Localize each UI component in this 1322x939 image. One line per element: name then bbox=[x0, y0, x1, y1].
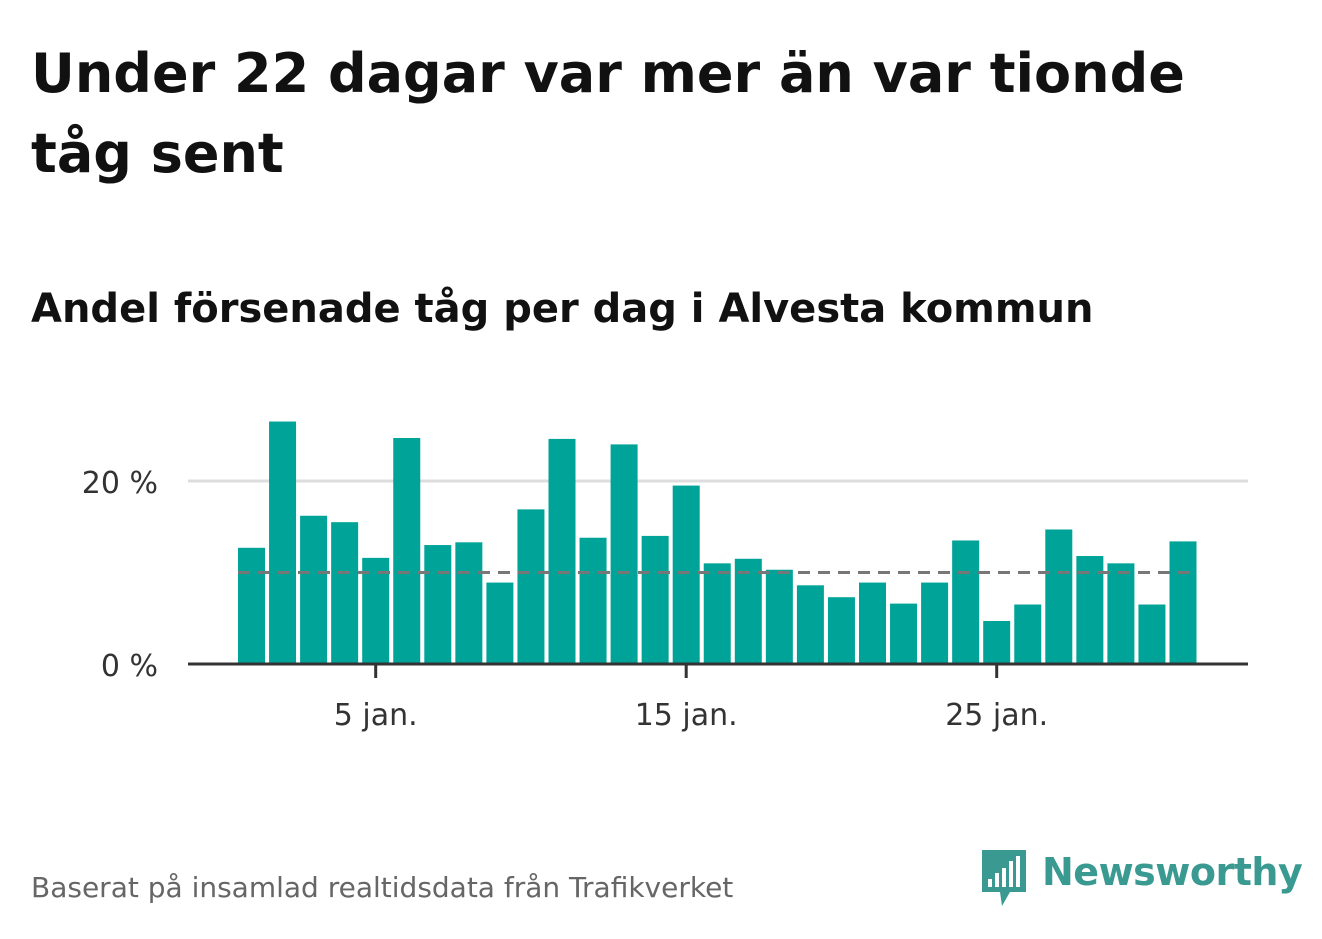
bar bbox=[734, 558, 762, 664]
bar bbox=[952, 540, 980, 664]
bar bbox=[269, 421, 297, 664]
bar bbox=[703, 563, 731, 664]
bar bbox=[672, 485, 700, 664]
x-tick-label: 15 jan. bbox=[635, 698, 738, 733]
bar bbox=[455, 542, 483, 664]
x-tick-label: 25 jan. bbox=[945, 698, 1048, 733]
bars bbox=[238, 421, 1197, 664]
headline: Under 22 dagar var mer än var tionde tåg… bbox=[31, 42, 1185, 185]
bar bbox=[983, 620, 1011, 664]
bar bbox=[548, 438, 576, 664]
y-tick-label: 20 % bbox=[82, 466, 158, 501]
bar bbox=[424, 545, 452, 664]
bar bbox=[796, 585, 824, 664]
bar bbox=[331, 522, 359, 664]
brand-name: Newsworthy bbox=[1042, 850, 1303, 894]
bar bbox=[300, 515, 328, 664]
bar bbox=[517, 509, 545, 664]
bar bbox=[393, 437, 421, 664]
bar bbox=[921, 582, 949, 664]
bar bbox=[486, 582, 514, 664]
bar bbox=[579, 537, 607, 664]
bar bbox=[890, 603, 918, 664]
bar bbox=[1014, 604, 1042, 664]
bar bbox=[362, 557, 390, 664]
bar bbox=[859, 582, 886, 664]
x-tick-label: 5 jan. bbox=[334, 698, 418, 733]
axes: 0 % 20 % 5 jan. 15 jan. 25 jan. bbox=[82, 466, 1248, 733]
bar bbox=[238, 547, 265, 664]
source-note: Baserat på insamlad realtidsdata från Tr… bbox=[31, 871, 734, 904]
brand: Newsworthy bbox=[980, 846, 1303, 910]
bar bbox=[1138, 604, 1166, 664]
bar bbox=[765, 569, 793, 664]
bar bbox=[610, 444, 638, 664]
newsworthy-logo-icon bbox=[982, 850, 1026, 906]
bar bbox=[827, 597, 855, 664]
bar bbox=[1169, 541, 1197, 664]
bar bbox=[641, 535, 669, 664]
bar bbox=[1107, 563, 1135, 664]
y-tick-label: 0 % bbox=[101, 649, 158, 684]
bar bbox=[1045, 529, 1073, 664]
bar bbox=[1076, 556, 1104, 664]
chart-subtitle: Andel försenade tåg per dag i Alvesta ko… bbox=[31, 286, 1094, 332]
